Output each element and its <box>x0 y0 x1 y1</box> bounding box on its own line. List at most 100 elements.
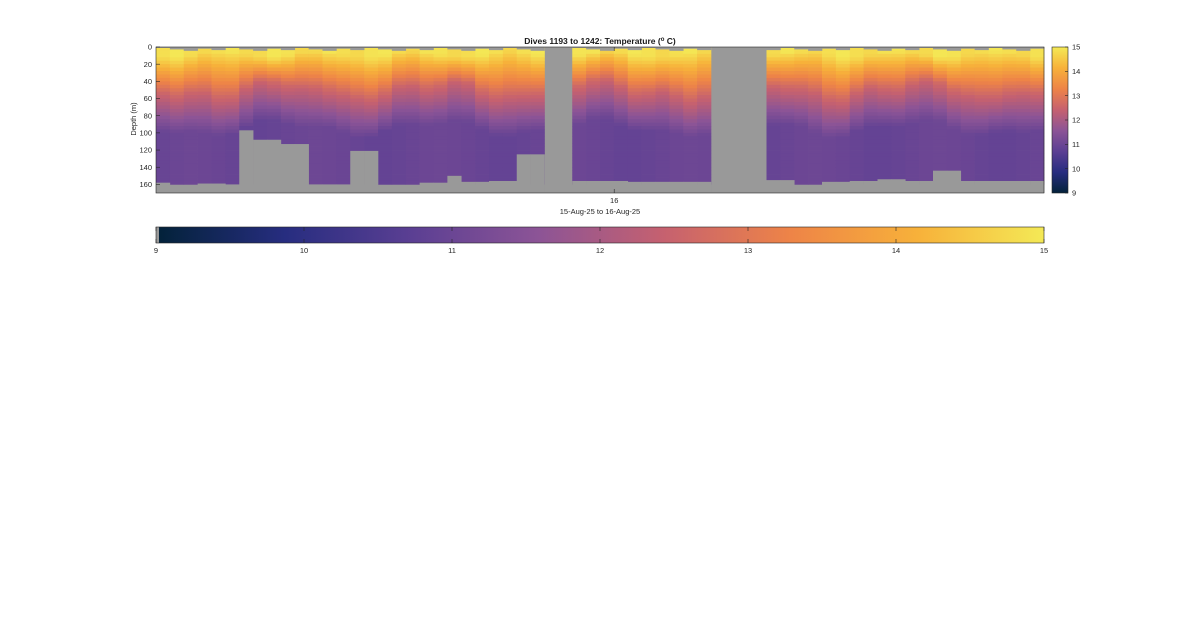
temperature-cell <box>586 84 601 89</box>
temperature-cell <box>974 146 989 151</box>
temperature-cell <box>572 150 587 154</box>
temperature-cell <box>835 146 851 151</box>
temperature-cell <box>405 64 420 68</box>
temperature-cell <box>322 160 337 165</box>
temperature-cell <box>1002 67 1017 72</box>
temperature-cell <box>197 180 212 185</box>
temperature-cell <box>669 60 684 65</box>
temperature-cell <box>1030 146 1045 151</box>
temperature-cell <box>461 88 476 92</box>
temperature-cell <box>391 156 407 161</box>
temperature-cell <box>849 167 864 171</box>
temperature-cell <box>669 129 684 134</box>
temperature-cell <box>211 167 226 171</box>
temperature-cell <box>419 101 434 106</box>
temperature-cell <box>280 67 296 72</box>
temperature-cell <box>391 64 407 68</box>
temperature-cell <box>600 81 615 86</box>
temperature-cell <box>197 163 212 168</box>
temperature-cell <box>849 101 864 106</box>
temperature-cell <box>1016 71 1031 75</box>
temperature-cell <box>697 170 712 175</box>
temperature-cell <box>600 146 615 151</box>
temperature-cell <box>572 108 587 113</box>
temperature-cell <box>586 132 601 137</box>
temperature-cell <box>169 77 185 82</box>
temperature-cell <box>489 112 504 117</box>
temperature-cell <box>364 47 379 51</box>
temperature-cell <box>627 84 642 89</box>
temperature-cell <box>239 108 254 113</box>
temperature-cell <box>405 146 420 151</box>
surface-nodata <box>378 47 393 50</box>
temperature-cell <box>461 167 476 171</box>
temperature-cell <box>253 112 268 117</box>
temperature-cell <box>863 74 878 79</box>
temperature-cell <box>780 88 795 92</box>
temperature-cell <box>433 167 448 171</box>
temperature-cell <box>433 139 448 144</box>
temperature-cell <box>197 115 212 120</box>
temperature-cell <box>183 105 198 110</box>
temperature-cell <box>378 60 393 65</box>
temperature-cell <box>378 153 393 158</box>
temperature-cell <box>822 163 837 168</box>
temperature-cell <box>156 98 171 103</box>
temperature-cell <box>822 177 837 182</box>
temperature-cell <box>197 132 212 137</box>
temperature-cell <box>502 174 518 178</box>
temperature-cell <box>808 74 823 79</box>
temperature-cell <box>835 119 851 123</box>
temperature-cell <box>1002 177 1017 182</box>
temperature-cell <box>627 98 642 103</box>
temperature-cell <box>863 160 878 165</box>
temperature-cell <box>780 47 795 51</box>
temperature-cell <box>919 132 934 137</box>
temperature-cell <box>502 177 518 182</box>
temperature-cell <box>225 174 240 178</box>
temperature-cell <box>600 53 615 58</box>
temperature-cell <box>225 84 240 89</box>
temperature-cell <box>960 115 975 120</box>
colorbar-horizontal-bar <box>159 227 1044 243</box>
temperature-cell <box>461 170 476 175</box>
bottom-nodata <box>780 180 795 193</box>
temperature-cell <box>586 150 601 154</box>
temperature-cell <box>766 60 781 65</box>
temperature-cell <box>905 71 920 75</box>
temperature-cell <box>516 129 531 134</box>
bottom-nodata <box>1002 180 1017 193</box>
temperature-cell <box>239 64 254 68</box>
temperature-cell <box>905 136 920 141</box>
temperature-cell <box>378 71 393 75</box>
temperature-cell <box>308 115 323 120</box>
temperature-cell <box>780 170 795 175</box>
temperature-cell <box>863 146 878 151</box>
temperature-cell <box>655 50 670 55</box>
temperature-cell <box>641 132 656 137</box>
temperature-cell <box>766 167 781 171</box>
temperature-cell <box>794 143 809 147</box>
temperature-cell <box>267 129 282 134</box>
temperature-cell <box>627 122 642 127</box>
temperature-cell <box>905 98 920 103</box>
temperature-cell <box>530 108 545 113</box>
temperature-cell <box>183 143 198 147</box>
temperature-cell <box>586 163 601 168</box>
temperature-cell <box>974 174 989 178</box>
temperature-cell <box>489 132 504 137</box>
temperature-cell <box>419 95 434 99</box>
temperature-cell <box>641 88 656 92</box>
temperature-cell <box>669 71 684 75</box>
temperature-cell <box>891 129 906 134</box>
temperature-cell <box>350 136 365 141</box>
temperature-cell <box>905 122 920 127</box>
temperature-cell <box>780 60 795 65</box>
temperature-cell <box>863 50 878 55</box>
temperature-cell <box>586 167 601 171</box>
temperature-cell <box>1030 126 1045 130</box>
temperature-cell <box>1002 146 1017 151</box>
bottom-nodata <box>655 181 670 193</box>
temperature-cell <box>974 77 989 82</box>
temperature-cell <box>641 139 656 144</box>
